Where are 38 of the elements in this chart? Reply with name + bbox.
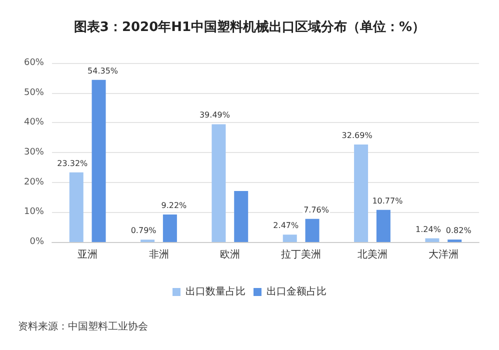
data-label: 9.22% [161, 200, 188, 210]
x-tick-label: 亚洲 [78, 248, 98, 260]
y-tick-label: 40% [24, 118, 44, 128]
bar [282, 234, 297, 242]
data-label: 39.49% [199, 110, 230, 120]
y-tick-label: 50% [24, 88, 44, 98]
y-tick-label: 0% [30, 237, 44, 247]
data-label: 0.82% [446, 226, 472, 236]
bar [234, 190, 248, 242]
y-tick-label: 20% [24, 177, 44, 188]
y-tick-label: 30% [24, 148, 44, 158]
data-label: 54.35% [88, 66, 118, 76]
x-tick-label: 欧洲 [220, 248, 240, 260]
x-tick-label: 北美洲 [357, 248, 388, 260]
data-label: 2.47% [273, 221, 299, 230]
bar [354, 144, 368, 242]
bar [69, 172, 84, 242]
legend-label: 出口金额占比 [266, 286, 326, 298]
bar [212, 124, 226, 242]
data-label: 0.79% [130, 226, 157, 236]
legend-label: 出口数量占比 [186, 286, 246, 298]
data-label: 1.24% [416, 224, 442, 234]
bar [305, 218, 320, 242]
text: 资料来源：中国塑料工业协会 [18, 320, 148, 332]
x-tick-label: 非洲 [148, 248, 169, 260]
data-label: 10.77% [372, 196, 404, 206]
bar [376, 210, 390, 242]
bar [162, 214, 177, 242]
x-tick-label: 大洋洲 [428, 248, 458, 260]
data-label: 32.69% [342, 130, 373, 140]
x-tick-label: 拉丁美洲 [281, 248, 322, 260]
bar [92, 80, 106, 242]
bar [425, 238, 440, 242]
chart-title: 图表3：2020年H1中国塑料机械出口区域分布（单位：%） [74, 19, 426, 35]
y-tick-label: 60% [24, 58, 44, 68]
y-tick-label: 10% [24, 207, 44, 218]
data-label: 23.32% [57, 158, 88, 168]
data-label: 7.76% [304, 205, 330, 214]
